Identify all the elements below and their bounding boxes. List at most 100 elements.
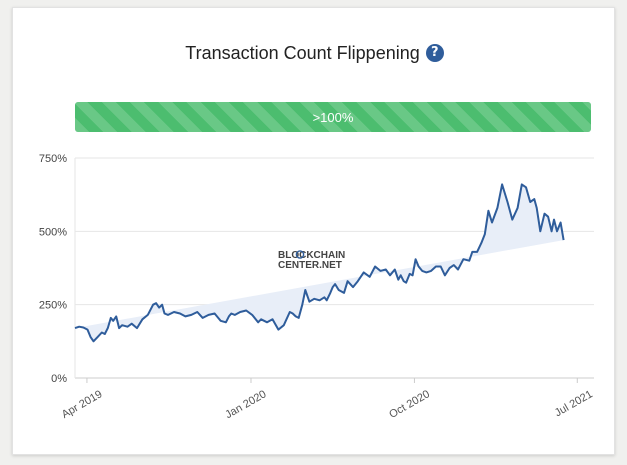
data-point [426, 272, 428, 274]
data-point [260, 319, 262, 321]
data-point [197, 311, 199, 313]
data-point [112, 320, 114, 322]
data-point [283, 324, 285, 326]
data-point [573, 0, 575, 1]
data-point [476, 251, 478, 253]
data-point [298, 317, 300, 319]
data-point [551, 231, 553, 233]
data-point [118, 327, 120, 329]
data-point [357, 280, 359, 282]
data-point [208, 314, 210, 316]
data-point [556, 231, 558, 233]
data-point [580, 0, 582, 1]
data-point [343, 292, 345, 294]
data-point [228, 316, 230, 318]
data-point [179, 313, 181, 315]
data-point [164, 313, 166, 315]
data-point [97, 336, 99, 338]
data-point [131, 323, 133, 325]
y-tick-label: 750% [39, 153, 67, 165]
data-point [324, 297, 326, 299]
y-axis: 0% 250% 500% 750% [39, 153, 67, 385]
data-point [295, 316, 297, 318]
chart-title: Transaction Count Flippening [185, 42, 420, 63]
y-tick-label: 250% [39, 300, 67, 312]
data-point [463, 258, 465, 260]
data-point [191, 314, 193, 316]
data-point [278, 329, 280, 331]
data-point [330, 292, 332, 294]
data-point [394, 269, 396, 271]
data-point [398, 279, 400, 281]
data-point [525, 187, 527, 189]
data-point [374, 266, 376, 268]
data-point [334, 283, 336, 285]
data-point [147, 314, 149, 316]
data-point [577, 0, 579, 1]
data-point [582, 0, 584, 1]
watermark-line-1: BLOCKCHAIN [278, 250, 345, 261]
data-point [440, 266, 442, 268]
data-point [560, 222, 562, 224]
data-point [484, 234, 486, 236]
data-point [332, 286, 334, 288]
data-point [400, 275, 402, 277]
data-point [319, 300, 321, 302]
data-point [127, 326, 129, 328]
data-point [563, 239, 565, 241]
data-point [220, 320, 222, 322]
data-point [309, 301, 311, 303]
data-point [263, 320, 265, 322]
data-point [389, 275, 391, 277]
data-point [251, 314, 253, 316]
data-point [266, 322, 268, 324]
data-point [214, 313, 216, 315]
series-points [74, 0, 595, 342]
data-point [385, 269, 387, 271]
data-point [152, 304, 154, 306]
data-point [93, 341, 95, 343]
data-point [449, 267, 451, 269]
watermark-ring-icon [295, 250, 305, 259]
data-point [87, 329, 89, 331]
watermark-line-2: CENTER.NET [278, 260, 342, 271]
data-point [161, 304, 163, 306]
data-point [501, 184, 503, 186]
data-point [326, 300, 328, 302]
data-point [491, 222, 493, 224]
data-point [570, 0, 572, 1]
data-point [469, 260, 471, 262]
data-point [104, 333, 106, 335]
data-point [225, 322, 227, 324]
data-point [536, 207, 538, 209]
data-point [497, 207, 499, 209]
data-point [136, 327, 138, 329]
data-point [430, 270, 432, 272]
question-circle-icon[interactable]: ? [425, 44, 444, 62]
data-point [167, 314, 169, 316]
data-point [507, 201, 509, 203]
data-point [302, 304, 304, 306]
series-line [74, 183, 565, 343]
data-point [347, 280, 349, 282]
data-point [363, 272, 365, 274]
data-point [115, 316, 117, 318]
data-point [173, 311, 175, 313]
data-point [380, 270, 382, 272]
data-point [234, 314, 236, 316]
data-point [83, 327, 85, 329]
data-point [553, 219, 555, 221]
data-point [540, 231, 542, 233]
data-point [415, 258, 417, 260]
y-tick-label: 0% [51, 373, 67, 385]
x-tick-label: Jan 2020 [223, 388, 268, 421]
data-point [472, 251, 474, 253]
data-point [369, 276, 371, 278]
progress-fill [75, 102, 591, 132]
data-point [90, 336, 92, 338]
data-point [289, 311, 291, 313]
x-axis: Apr 2019 Jan 2020 Oct 2020 Jul 2021 [60, 378, 595, 421]
data-point [444, 275, 446, 277]
data-point [593, 0, 595, 1]
